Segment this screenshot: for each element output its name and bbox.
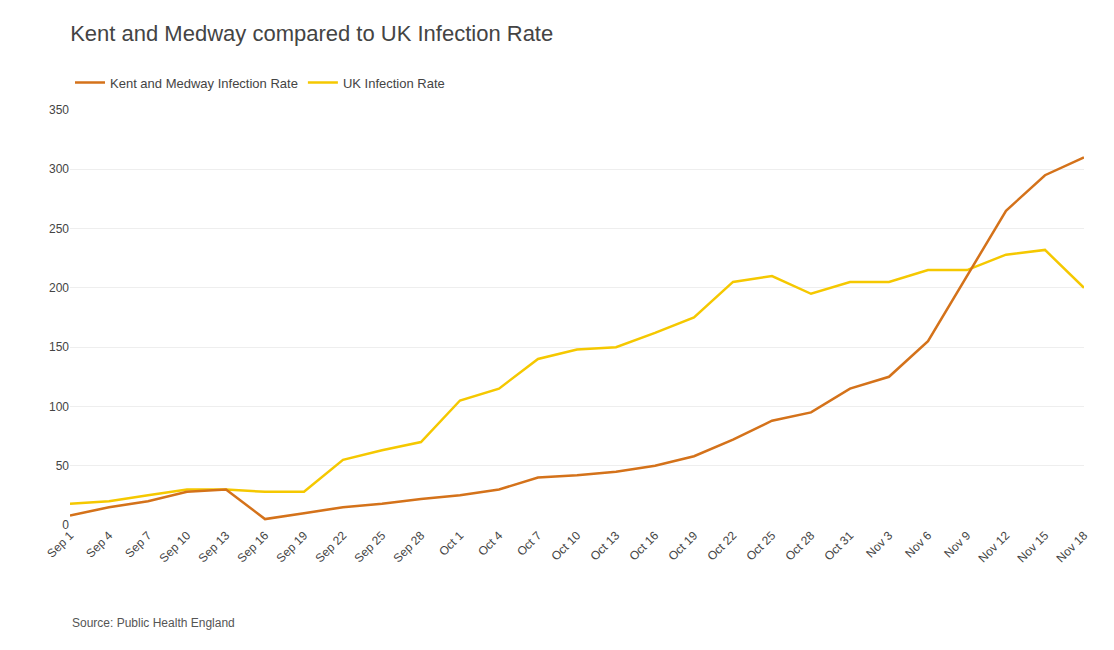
svg-text:Nov 3: Nov 3 xyxy=(863,528,895,560)
svg-text:Nov 18: Nov 18 xyxy=(1054,528,1091,565)
svg-text:0: 0 xyxy=(62,518,69,532)
svg-text:UK Infection Rate: UK Infection Rate xyxy=(343,76,445,91)
svg-text:Oct 4: Oct 4 xyxy=(475,528,505,558)
svg-text:Nov 9: Nov 9 xyxy=(941,528,973,560)
svg-text:200: 200 xyxy=(49,281,69,295)
svg-text:Oct 28: Oct 28 xyxy=(782,528,817,563)
svg-text:Oct 31: Oct 31 xyxy=(821,528,856,563)
svg-text:Nov 15: Nov 15 xyxy=(1015,528,1052,565)
svg-text:Oct 13: Oct 13 xyxy=(587,528,622,563)
svg-text:Sep 1: Sep 1 xyxy=(44,528,76,560)
svg-text:100: 100 xyxy=(49,400,69,414)
svg-text:300: 300 xyxy=(49,162,69,176)
svg-text:Sep 22: Sep 22 xyxy=(313,528,350,565)
svg-text:Nov 12: Nov 12 xyxy=(976,528,1013,565)
svg-text:Kent and Medway compared to UK: Kent and Medway compared to UK Infection… xyxy=(70,21,553,46)
svg-text:Sep 25: Sep 25 xyxy=(352,528,389,565)
svg-text:250: 250 xyxy=(49,222,69,236)
svg-text:Oct 7: Oct 7 xyxy=(514,528,544,558)
svg-text:Oct 16: Oct 16 xyxy=(626,528,661,563)
svg-text:Sep 19: Sep 19 xyxy=(274,528,311,565)
svg-text:Sep 28: Sep 28 xyxy=(391,528,428,565)
svg-text:Source: Public Health England: Source: Public Health England xyxy=(72,616,235,630)
svg-text:Sep 10: Sep 10 xyxy=(157,528,194,565)
svg-text:Kent and Medway Infection Rate: Kent and Medway Infection Rate xyxy=(110,76,298,91)
svg-text:Nov 6: Nov 6 xyxy=(902,528,934,560)
svg-text:150: 150 xyxy=(49,340,69,354)
svg-text:Sep 4: Sep 4 xyxy=(83,528,115,560)
svg-text:Oct 1: Oct 1 xyxy=(436,528,466,558)
svg-text:Sep 13: Sep 13 xyxy=(196,528,233,565)
svg-text:Oct 10: Oct 10 xyxy=(548,528,583,563)
svg-text:Oct 22: Oct 22 xyxy=(704,528,739,563)
svg-text:Sep 7: Sep 7 xyxy=(122,528,154,560)
svg-text:Oct 25: Oct 25 xyxy=(743,528,778,563)
svg-text:Sep 16: Sep 16 xyxy=(235,528,272,565)
svg-text:50: 50 xyxy=(56,459,70,473)
svg-text:Oct 19: Oct 19 xyxy=(665,528,700,563)
svg-text:350: 350 xyxy=(49,103,69,117)
